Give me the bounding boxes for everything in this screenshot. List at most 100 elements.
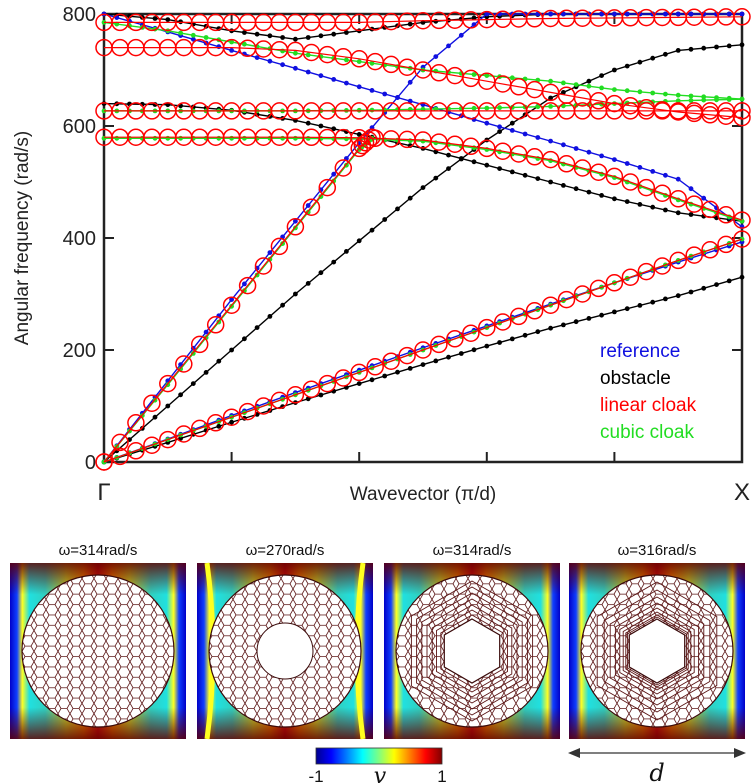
- series-linear-cloak-point: [605, 167, 624, 186]
- series-obstacle-point: [714, 44, 719, 50]
- series-reference-point: [293, 218, 298, 224]
- series-cubic-cloak-point: [675, 92, 681, 98]
- series-obstacle-point: [612, 196, 617, 202]
- series-reference-point: [586, 149, 592, 155]
- series-reference-point: [612, 157, 617, 163]
- series-cubic-cloak-point: [471, 105, 477, 111]
- series-reference-point: [484, 120, 490, 126]
- series-linear-cloak-band-6: [104, 16, 743, 23]
- series-linear-cloak-point: [653, 257, 672, 275]
- y-tick-label-600: 600: [63, 116, 96, 138]
- series-linear-cloak-point: [653, 184, 672, 202]
- series-obstacle-point: [165, 17, 171, 22]
- series-cubic-cloak-point: [599, 85, 604, 91]
- cloak-ring: [622, 611, 692, 691]
- dispersion-plot: 0 200 400 600 800 Γ X Wavevector (π/d) A…: [12, 4, 751, 506]
- series-linear-cloak-point: [254, 257, 273, 275]
- series-cubic-cloak-point: [433, 106, 439, 112]
- series-reference-point: [522, 131, 528, 137]
- series-obstacle-point: [331, 259, 337, 265]
- series-cubic-cloak-point: [229, 39, 235, 45]
- series-obstacle-point: [471, 15, 477, 21]
- series-obstacle-point: [216, 358, 222, 364]
- series-reference-point: [726, 11, 732, 17]
- series-obstacle-point: [637, 303, 643, 308]
- series-linear-cloak-point: [589, 279, 608, 298]
- series-obstacle-point: [318, 123, 324, 129]
- series-linear-cloak-point: [637, 262, 656, 281]
- series-cubic-cloak-point: [548, 104, 553, 109]
- series-obstacle-point: [395, 206, 400, 212]
- series-obstacle-point: [331, 31, 337, 37]
- series-linear-cloak-band-5: [104, 46, 743, 119]
- series-reference-point: [484, 11, 490, 17]
- series-linear-cloak-point: [360, 131, 378, 149]
- cloak-ring: [627, 616, 687, 686]
- series-obstacle-point: [356, 238, 362, 244]
- series-obstacle-point: [407, 195, 413, 201]
- series-reference-point: [548, 138, 553, 144]
- series-linear-cloak-point: [286, 386, 305, 404]
- series-obstacle-point: [739, 274, 745, 280]
- series-linear-cloak-point: [222, 408, 241, 426]
- series-cubic-cloak-point: [535, 104, 541, 110]
- cloak-ring: [625, 614, 689, 688]
- series-obstacle-point: [369, 227, 375, 233]
- series-reference-point: [561, 11, 566, 17]
- series-linear-cloak-point: [733, 211, 751, 229]
- cloak-rings: [596, 581, 718, 721]
- series-obstacle-point: [293, 291, 298, 297]
- series-obstacle-point: [509, 169, 515, 175]
- series-cubic-cloak-point: [293, 50, 298, 56]
- series-reference-point: [305, 69, 311, 75]
- series-obstacle-point: [650, 204, 656, 210]
- series-cubic-cloak-point: [624, 88, 630, 94]
- series-obstacle-point: [446, 152, 451, 158]
- series-linear-cloak-point: [318, 178, 337, 197]
- series-cubic-cloak-point: [701, 97, 707, 103]
- series-reference-point: [305, 203, 311, 208]
- series-obstacle-point: [280, 302, 285, 308]
- panel-title: ω=316rad/s: [618, 542, 697, 559]
- series-obstacle-point: [356, 132, 362, 137]
- series-obstacle-point: [650, 299, 656, 305]
- colorbar-min-label: -1: [308, 767, 323, 783]
- series-cubic-cloak-point: [675, 98, 681, 104]
- series-linear-cloak-point: [238, 276, 257, 295]
- series-cubic-cloak-point: [242, 41, 247, 47]
- cloak-ring: [421, 592, 523, 710]
- y-tick-labels: 0 200 400 600 800: [63, 4, 96, 474]
- series-linear-cloak-point: [318, 374, 337, 393]
- y-tick-label-800: 800: [63, 4, 96, 26]
- series-linear-cloak-point: [95, 453, 113, 471]
- series-obstacle-point: [356, 381, 362, 386]
- series-reference-point: [688, 186, 694, 192]
- y-tick-label-200: 200: [63, 340, 96, 362]
- series-obstacle-point: [344, 249, 349, 254]
- series-linear-cloak-point: [159, 430, 177, 449]
- series-obstacle-point: [433, 18, 439, 24]
- series-obstacle-point: [484, 162, 490, 168]
- series-obstacle-point: [216, 423, 222, 429]
- cloak-ring: [410, 580, 534, 722]
- series-reference-point: [663, 172, 668, 178]
- series-cubic-cloak-point: [726, 95, 732, 101]
- series-reference-point: [331, 77, 337, 82]
- series-obstacle-point: [178, 436, 184, 441]
- series-reference-point: [561, 142, 566, 148]
- series-obstacle-point: [407, 21, 413, 27]
- series-reference-point: [688, 11, 694, 17]
- series-obstacle-point: [714, 282, 719, 287]
- series-cubic-cloak-point: [356, 59, 362, 64]
- colorbar-gradient: [315, 747, 443, 765]
- series-linear-cloak-point: [334, 159, 353, 177]
- series-obstacle-point: [688, 46, 694, 52]
- series-reference-point: [242, 281, 247, 287]
- series-obstacle-point: [152, 16, 158, 21]
- series-obstacle-point: [675, 293, 681, 299]
- series-cubic-cloak-point: [561, 80, 566, 86]
- series-linear-cloak-point: [143, 394, 161, 412]
- series-obstacle-point: [420, 185, 426, 191]
- series-obstacle-point: [586, 78, 592, 84]
- series-obstacle-point: [369, 377, 375, 383]
